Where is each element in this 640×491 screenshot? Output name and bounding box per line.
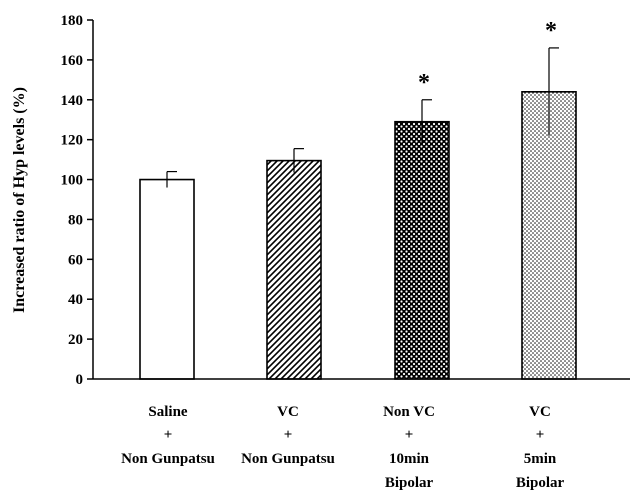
x-category-label-0: Saline + Non Gunpatsu <box>121 404 215 467</box>
x-category-label-3-line-0: VC <box>529 404 551 420</box>
x-category-label-3-line-1: + <box>536 427 545 443</box>
x-category-label-1-line-0: VC <box>277 404 299 420</box>
x-category-label-2-line-1: + <box>405 427 414 443</box>
x-category-label-2: Non VC +10min Bipolar <box>383 404 435 491</box>
x-category-label-0-line-2: Non Gunpatsu <box>121 451 215 467</box>
significance-marker-2: * <box>418 70 430 96</box>
significance-marker-3: * <box>545 18 557 44</box>
x-category-label-1: VC + Non Gunpatsu <box>241 404 335 467</box>
x-category-label-2-line-0: Non VC <box>383 404 435 420</box>
y-tick-label-8: 160 <box>61 53 84 69</box>
x-category-label-0-line-0: Saline <box>148 404 188 420</box>
x-category-label-0-line-1: + <box>164 427 173 443</box>
y-tick-label-9: 180 <box>61 13 84 29</box>
y-tick-label-3: 60 <box>68 252 83 268</box>
y-tick-label-4: 80 <box>68 212 83 228</box>
x-category-label-2-line-3: Bipolar <box>385 475 434 491</box>
bar-2 <box>394 120 450 380</box>
x-category-label-3-line-2: 5min <box>524 451 557 467</box>
x-category-label-1-line-2: Non Gunpatsu <box>241 451 335 467</box>
y-axis-title: Increased ratio of Hyp levels (%) <box>11 87 28 313</box>
y-tick-label-5: 100 <box>61 173 84 189</box>
y-tick-label-7: 140 <box>61 93 84 109</box>
bar-1 <box>266 159 322 380</box>
y-tick-label-6: 120 <box>61 133 84 149</box>
x-category-label-3-line-3: Bipolar <box>516 475 565 491</box>
bar-0 <box>139 178 195 380</box>
y-tick-label-1: 20 <box>68 332 83 348</box>
y-tick-label-2: 40 <box>68 292 83 308</box>
x-category-label-2-line-2: 10min <box>389 451 430 467</box>
y-tick-label-0: 0 <box>76 372 84 388</box>
x-category-label-3: VC +5min Bipolar <box>516 404 565 491</box>
x-category-label-1-line-1: + <box>284 427 293 443</box>
